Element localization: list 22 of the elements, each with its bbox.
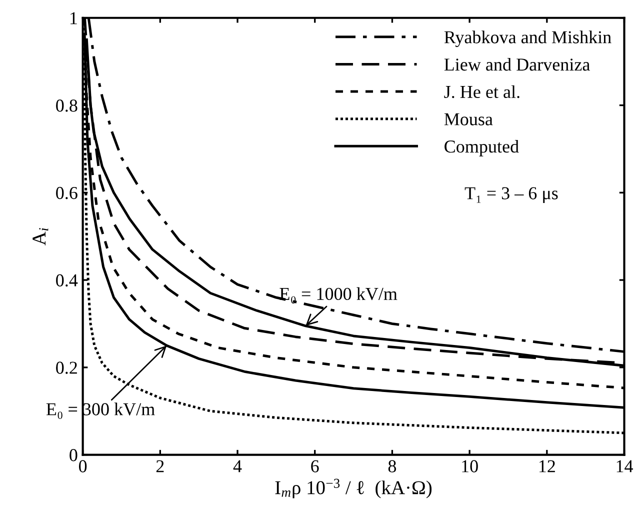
y-tick-label: 0.6 bbox=[56, 186, 78, 200]
legend-label: Computed bbox=[444, 140, 519, 156]
x-tick-label: 12 bbox=[539, 460, 555, 472]
legend-label: Liew and Darveniza bbox=[444, 58, 590, 71]
x-tick-label: 6 bbox=[311, 460, 319, 472]
y-tick-label: 0.8 bbox=[56, 100, 78, 112]
y-axis-title: A$_{i}$ bbox=[32, 228, 48, 246]
y-tick-label: 0.4 bbox=[56, 274, 78, 287]
x-tick-label: 14 bbox=[616, 460, 634, 472]
annotation: T₁ = 3 – 6 μs bbox=[464, 187, 558, 204]
y-tick-label: 0 bbox=[70, 449, 78, 462]
x-tick-label: 4 bbox=[233, 460, 242, 472]
y-tick-label: 0.2 bbox=[56, 362, 77, 374]
x-tick-label: 8 bbox=[388, 460, 396, 472]
y-tick-label: 1 bbox=[70, 12, 77, 24]
legend-label: Ryabkova and Mishkin bbox=[444, 30, 612, 48]
x-tick-label: 10 bbox=[462, 460, 478, 472]
x-tick-label: 0 bbox=[78, 460, 87, 472]
legend-label: Mousa bbox=[444, 113, 493, 126]
legend-label: J. He et al. bbox=[444, 85, 520, 98]
x-axis-title: I$_{m}$ρ 10$^{−3}$ / ℓ (kA·Ω) bbox=[275, 478, 432, 498]
x-tick-label: 2 bbox=[156, 460, 164, 472]
